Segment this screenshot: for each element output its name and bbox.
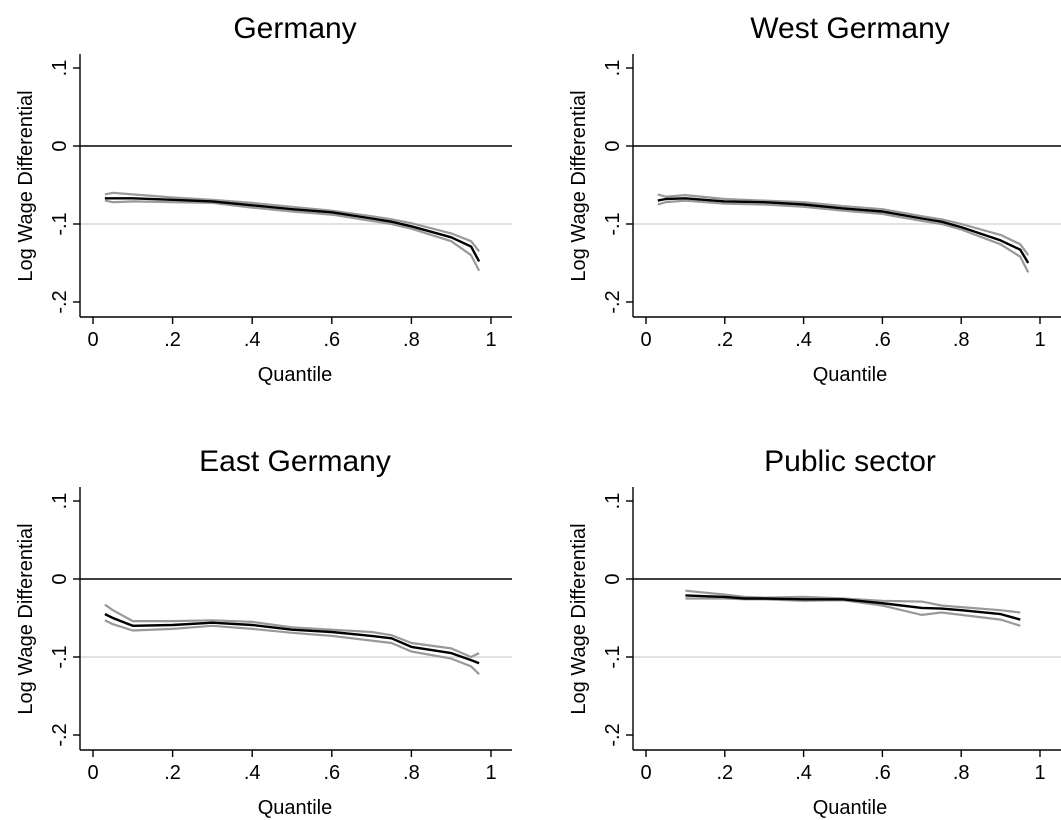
x-tick-label: 0 (87, 762, 98, 784)
panel-title: Public sector (764, 445, 936, 478)
x-tick-label: .2 (164, 762, 181, 784)
y-axis-label: Log Wage Differential (568, 523, 590, 714)
panel-east-germany: East Germany Log Wage Differential Quant… (15, 445, 512, 819)
x-tick-label: .2 (716, 762, 733, 784)
plot-area-public-sector: 0 .2 .4 .6 .8 1 -.2 -.1 0 .1 (602, 487, 1061, 784)
x-tick-label: .8 (403, 762, 420, 784)
estimate-line (104, 613, 480, 665)
estimate-line (685, 594, 1021, 621)
y-tick-label: -.1 (49, 212, 71, 235)
x-tick-label: 0 (640, 762, 651, 784)
y-tick-label: -.1 (602, 645, 624, 668)
plot-area-west-germany: 0 .2 .4 .6 .8 1 -.2 -.1 0 .1 (602, 54, 1061, 351)
panel-title: West Germany (750, 12, 950, 45)
y-axis-label: Log Wage Differential (15, 523, 37, 714)
x-tick-label: .8 (953, 329, 970, 351)
panel-title: Germany (233, 12, 356, 45)
y-tick-label: .1 (49, 493, 71, 510)
panel-public-sector: Public sector Log Wage Differential Quan… (568, 445, 1061, 819)
x-tick-label: .6 (323, 762, 340, 784)
x-tick-label: .4 (795, 762, 812, 784)
x-tick-label: 1 (485, 329, 496, 351)
plot-area-germany: 0 .2 .4 .6 .8 1 -.2 -.1 0 .1 (49, 54, 512, 351)
y-tick-label: -.1 (602, 212, 624, 235)
y-axis-label: Log Wage Differential (15, 90, 37, 281)
x-tick-label: .8 (953, 762, 970, 784)
y-tick-label: .1 (49, 60, 71, 77)
y-tick-label: 0 (49, 140, 71, 151)
x-axis-label: Quantile (258, 364, 333, 386)
estimate-line (104, 197, 481, 262)
estimate-line (657, 197, 1030, 264)
lower-bound-line (104, 619, 480, 675)
plot-area-east-germany: 0 .2 .4 .6 .8 1 -.2 -.1 0 .1 (49, 487, 512, 784)
y-tick-label: -.2 (602, 290, 624, 313)
y-tick-label: -.1 (49, 645, 71, 668)
x-tick-label: .2 (164, 329, 181, 351)
x-tick-label: .6 (323, 329, 340, 351)
x-tick-label: .4 (244, 329, 261, 351)
lower-bound-line (104, 199, 481, 272)
y-axis-label: Log Wage Differential (568, 90, 590, 281)
x-tick-label: .6 (874, 762, 891, 784)
x-tick-label: 1 (1034, 329, 1045, 351)
y-tick-label: -.2 (49, 723, 71, 746)
x-tick-label: 0 (640, 329, 651, 351)
y-tick-label: .1 (602, 493, 624, 510)
upper-bound-line (104, 603, 480, 659)
panel-title: East Germany (199, 445, 391, 478)
x-tick-label: .6 (874, 329, 891, 351)
y-tick-label: .1 (602, 60, 624, 77)
x-tick-label: 1 (485, 762, 496, 784)
panel-west-germany: West Germany Log Wage Differential Quant… (568, 12, 1061, 386)
y-tick-label: -.2 (49, 290, 71, 313)
x-tick-label: .8 (403, 329, 420, 351)
x-tick-label: .4 (244, 762, 261, 784)
y-tick-label: -.2 (602, 723, 624, 746)
x-tick-label: 1 (1034, 762, 1045, 784)
x-axis-label: Quantile (258, 797, 333, 819)
x-tick-label: .2 (716, 329, 733, 351)
x-tick-label: 0 (87, 329, 98, 351)
upper-bound-line (657, 193, 1030, 256)
x-axis-label: Quantile (813, 364, 888, 386)
x-tick-label: .4 (795, 329, 812, 351)
lower-bound-line (657, 199, 1030, 273)
upper-bound-line (104, 191, 480, 252)
x-axis-label: Quantile (813, 797, 888, 819)
panel-germany: Germany Log Wage Differential Quantile 0… (15, 12, 512, 386)
y-tick-label: 0 (49, 573, 71, 584)
y-tick-label: 0 (602, 140, 624, 151)
upper-bound-line (685, 589, 1021, 614)
y-tick-label: 0 (602, 573, 624, 584)
